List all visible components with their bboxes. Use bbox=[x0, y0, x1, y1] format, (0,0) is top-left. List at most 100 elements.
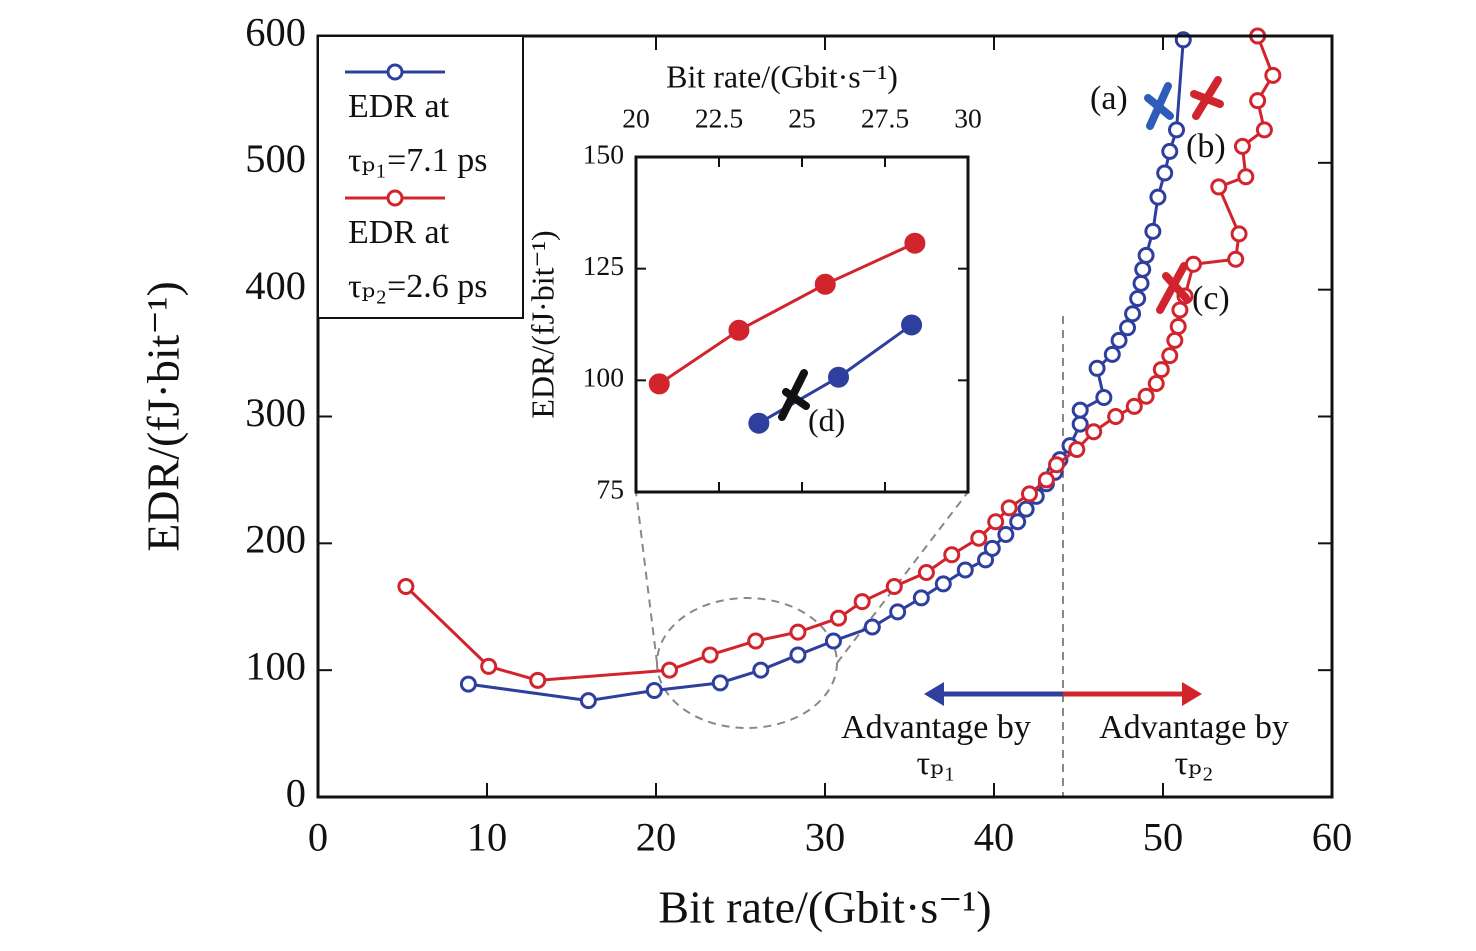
legend-marker bbox=[386, 63, 404, 81]
marker bbox=[1152, 361, 1170, 379]
marker bbox=[934, 575, 952, 593]
marker bbox=[901, 314, 923, 336]
legend bbox=[345, 63, 445, 207]
marker bbox=[885, 577, 903, 595]
marker bbox=[1000, 499, 1018, 517]
marker bbox=[459, 675, 477, 693]
marker bbox=[956, 561, 974, 579]
x-axis-label: Bit rate/(Gbit·s⁻¹) bbox=[666, 58, 898, 94]
x-tick-label: 30 bbox=[805, 814, 845, 859]
marker bbox=[1009, 513, 1027, 531]
y-tick-label: 400 bbox=[245, 263, 306, 308]
marker bbox=[863, 618, 881, 636]
series-line bbox=[404, 35, 1275, 682]
y-tick-label: 100 bbox=[583, 362, 624, 393]
y-axis-label: EDR/(fJ·bit⁻¹) bbox=[138, 281, 189, 552]
cross-mark bbox=[1156, 262, 1190, 314]
marker bbox=[1149, 188, 1167, 206]
x-tick-label: 20 bbox=[622, 102, 650, 133]
marker bbox=[579, 692, 597, 710]
marker bbox=[1166, 331, 1184, 349]
legend-marker bbox=[386, 189, 404, 207]
x-axis-label: Bit rate/(Gbit·s⁻¹) bbox=[658, 882, 991, 933]
marker bbox=[1124, 305, 1142, 323]
zoom-ellipse bbox=[656, 597, 838, 729]
y-tick-label: 500 bbox=[245, 136, 306, 181]
marker bbox=[1161, 142, 1179, 160]
marker bbox=[1147, 375, 1165, 393]
marker bbox=[1134, 260, 1152, 278]
marker bbox=[1230, 225, 1248, 243]
x-tick-label: 40 bbox=[974, 814, 1014, 859]
marker bbox=[661, 661, 679, 679]
marker bbox=[853, 593, 871, 611]
annotation: Advantage by τₚ₁ bbox=[841, 709, 1031, 782]
marker bbox=[1161, 347, 1179, 365]
marker bbox=[711, 674, 729, 692]
marker bbox=[1071, 401, 1089, 419]
marker bbox=[889, 603, 907, 621]
marker bbox=[912, 589, 930, 607]
marker bbox=[1129, 290, 1147, 308]
marker bbox=[1137, 246, 1155, 264]
x-tick-label: 0 bbox=[308, 814, 328, 859]
inset-plot: 20 22.5 25 27.5 30 75 100 125 150 Bit rate/(Gbit·… bbox=[524, 58, 981, 504]
arrow-head bbox=[924, 682, 944, 706]
marker bbox=[1071, 415, 1089, 433]
y-axis-label: EDR/(fJ·bit⁻¹) bbox=[524, 230, 560, 418]
marker bbox=[747, 632, 765, 650]
marker bbox=[1110, 331, 1128, 349]
x-tick-label: 22.5 bbox=[695, 102, 743, 133]
legend-box bbox=[317, 35, 524, 319]
marker bbox=[917, 564, 935, 582]
marker bbox=[752, 661, 770, 679]
marker bbox=[1237, 168, 1255, 186]
marker bbox=[997, 525, 1015, 543]
y-tick-label: 100 bbox=[245, 643, 306, 688]
y-tick-label: 200 bbox=[245, 517, 306, 562]
marker bbox=[1144, 222, 1162, 240]
marker bbox=[970, 529, 988, 547]
x-tick-label: 27.5 bbox=[861, 102, 909, 133]
x-tick-label: 20 bbox=[636, 814, 676, 859]
marker bbox=[1168, 121, 1186, 139]
legend-label: EDR at τₚ₂=2.6 ps bbox=[348, 214, 488, 305]
marker bbox=[983, 539, 1001, 557]
marker bbox=[789, 646, 807, 664]
y-tick-label: 300 bbox=[245, 390, 306, 435]
x-tick-label: 10 bbox=[467, 814, 507, 859]
marker bbox=[397, 577, 415, 595]
marker bbox=[480, 657, 498, 675]
marker bbox=[1137, 387, 1155, 405]
marker bbox=[830, 609, 848, 627]
annotation: (d) bbox=[808, 402, 846, 438]
marker bbox=[1264, 66, 1282, 84]
marker bbox=[1125, 397, 1143, 415]
marker bbox=[1255, 121, 1273, 139]
annotation: Advantage by τₚ₂ bbox=[1099, 709, 1289, 782]
marker bbox=[1119, 319, 1137, 337]
annotation: (a) bbox=[1090, 80, 1128, 117]
y-tick-label: 75 bbox=[596, 473, 624, 504]
x-tick-label: 25 bbox=[788, 102, 816, 133]
marker bbox=[1037, 471, 1055, 489]
marker bbox=[701, 646, 719, 664]
legend-label: EDR at τₚ₁=7.1 ps bbox=[348, 88, 488, 179]
annotation: (c) bbox=[1192, 280, 1230, 317]
y-tick-label: 150 bbox=[583, 138, 624, 169]
marker bbox=[728, 319, 750, 341]
marker bbox=[1107, 408, 1125, 425]
x-tick-label: 30 bbox=[954, 102, 982, 133]
marker bbox=[1169, 317, 1187, 335]
marker bbox=[828, 366, 850, 388]
annotation: (b) bbox=[1186, 128, 1226, 165]
zoom-line bbox=[836, 491, 969, 664]
series-line bbox=[658, 241, 916, 386]
y-tick-label: 125 bbox=[583, 250, 624, 281]
arrow-head bbox=[1182, 682, 1202, 706]
marker bbox=[1156, 164, 1174, 182]
marker bbox=[789, 623, 807, 641]
marker bbox=[1184, 255, 1202, 273]
